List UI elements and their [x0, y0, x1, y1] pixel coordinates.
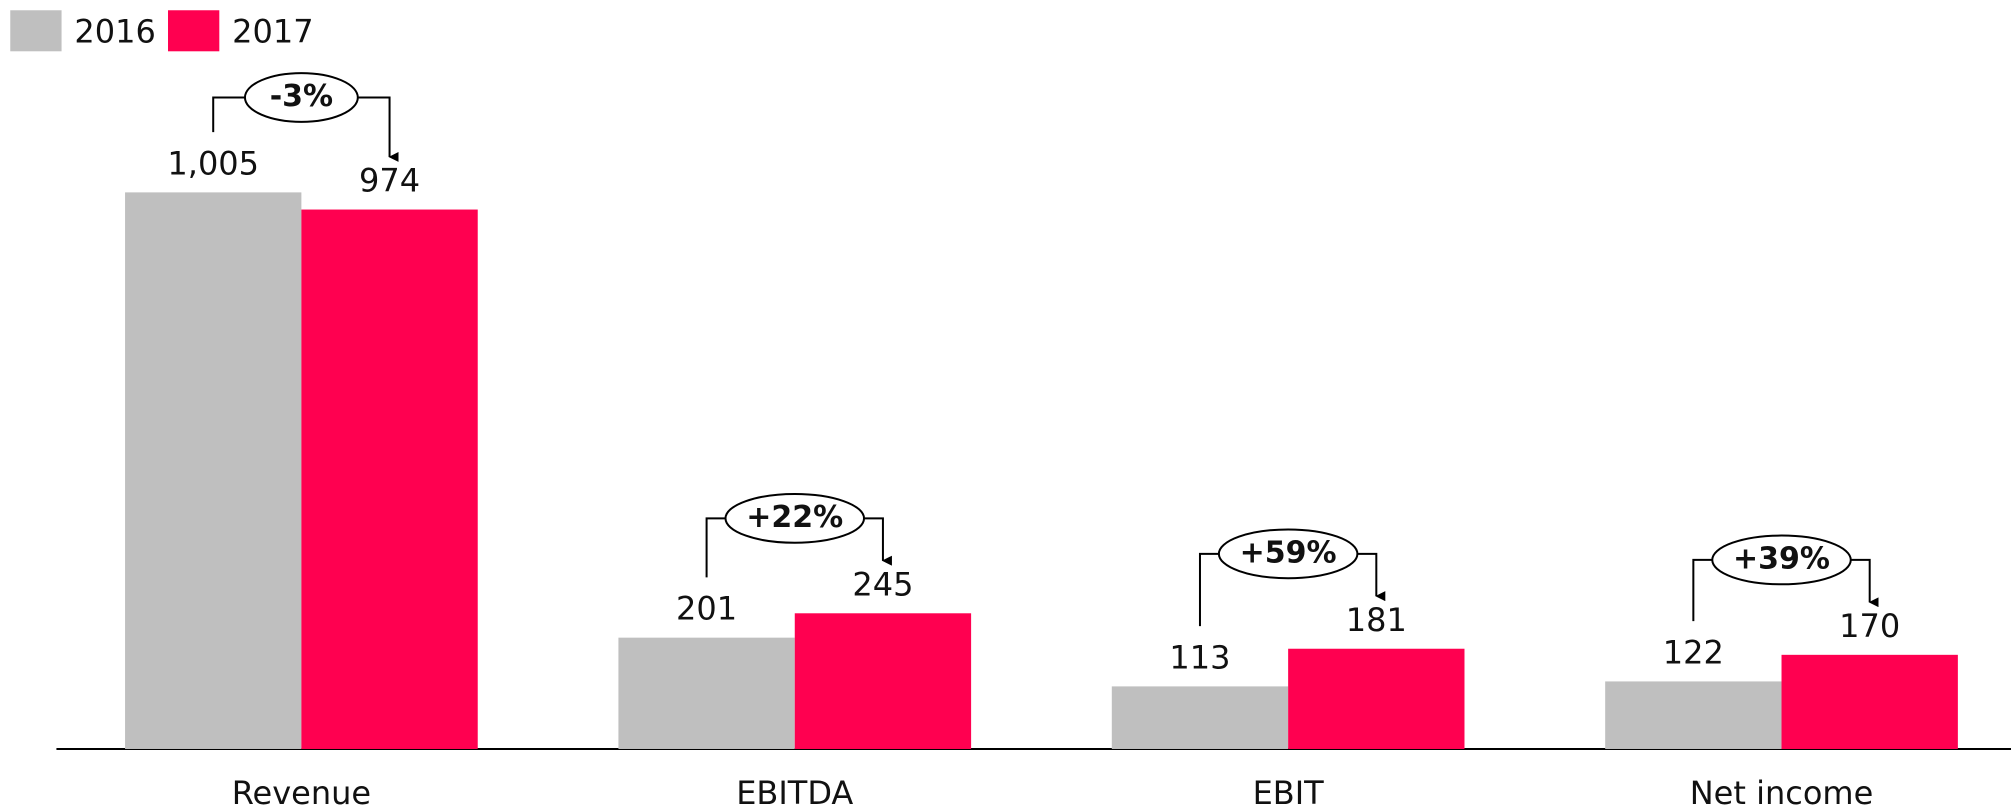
legend-label: 2016: [74, 12, 155, 50]
bracket: [705, 517, 726, 578]
bracket-arrow: [357, 96, 399, 162]
change-label: +39%: [1733, 541, 1830, 576]
value-label: 1,005: [167, 144, 259, 182]
change-label: +59%: [1240, 535, 1337, 570]
legend-swatch: [10, 10, 62, 52]
bracket-arrow: [1357, 552, 1386, 602]
value-label: 122: [1663, 633, 1724, 671]
bar: [1111, 686, 1289, 749]
value-label: 113: [1169, 638, 1230, 676]
bar: [1605, 681, 1782, 749]
legend-swatch: [168, 10, 220, 52]
value-label: 181: [1346, 601, 1407, 639]
bar: [794, 613, 972, 749]
value-label: 245: [852, 565, 913, 603]
bracket: [1198, 552, 1219, 627]
x-tick-label: EBITDA: [736, 774, 853, 811]
change-bubble: [243, 72, 359, 123]
bracket-arrow: [864, 517, 892, 566]
bar: [1781, 654, 1958, 749]
bar: [618, 637, 795, 749]
bar: [1288, 648, 1465, 749]
value-label: 974: [359, 162, 420, 200]
value-label: 201: [676, 590, 737, 628]
x-tick-label: Net income: [1690, 774, 1874, 811]
x-tick-label: EBIT: [1253, 774, 1325, 811]
change-bubble: [1217, 528, 1359, 580]
bracket-arrow: [1850, 558, 1879, 608]
bracket: [1692, 558, 1713, 622]
legend-label: 2017: [232, 12, 313, 50]
bar: [125, 192, 302, 749]
change-bubble: [724, 493, 866, 544]
change-label: -3%: [270, 79, 333, 114]
bracket: [212, 96, 245, 133]
value-label: 170: [1839, 607, 1900, 645]
x-tick-label: Revenue: [232, 774, 371, 811]
bar: [301, 209, 478, 749]
change-label: +22%: [746, 500, 843, 535]
change-bubble: [1711, 534, 1852, 586]
